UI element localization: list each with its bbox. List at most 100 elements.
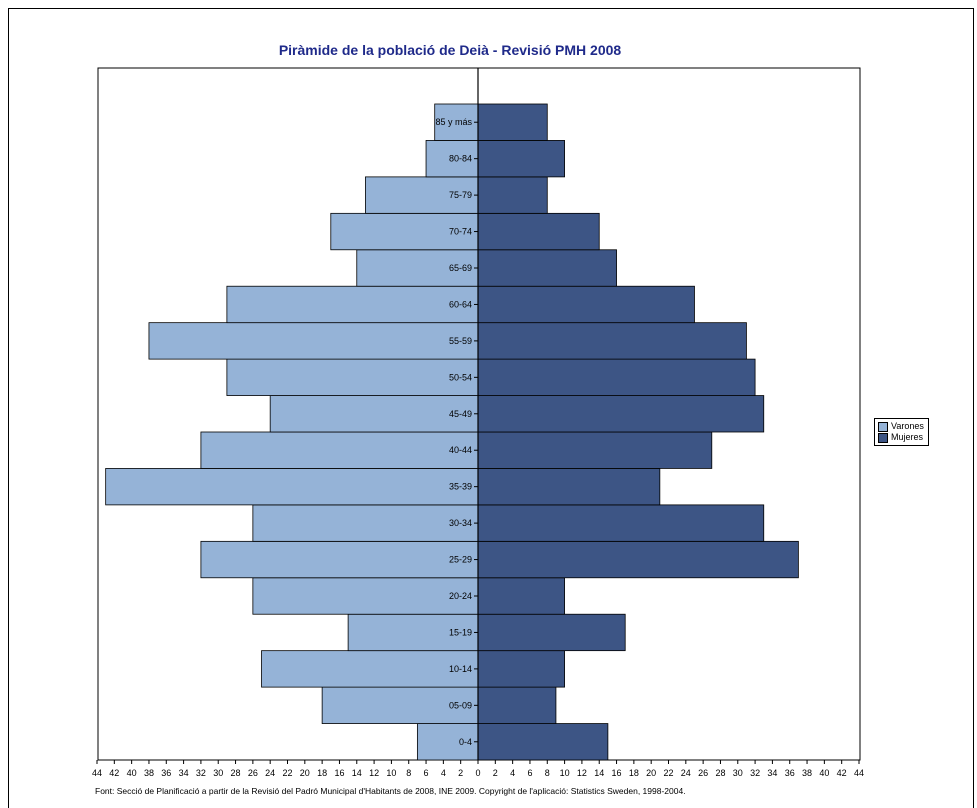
x-tick-label: 6 [424,768,429,778]
bar-varones-40-44 [201,432,478,468]
category-label: 70-74 [449,227,472,237]
bar-mujeres-65-69 [478,250,617,286]
category-label: 15-19 [449,627,472,637]
bar-varones-25-29 [201,541,478,577]
x-tick-label: 44 [92,768,102,778]
bar-mujeres-15-19 [478,614,625,650]
x-tick-label: 32 [750,768,760,778]
bar-mujeres-0-4 [478,724,608,760]
legend-swatch-varones [878,422,888,432]
x-tick-label: 10 [386,768,396,778]
x-tick-label: 42 [109,768,119,778]
category-label: 50-54 [449,372,472,382]
x-tick-label: 14 [594,768,604,778]
category-label: 40-44 [449,445,472,455]
x-tick-label: 36 [161,768,171,778]
x-tick-label: 14 [352,768,362,778]
bar-varones-55-59 [149,323,478,359]
bar-varones-50-54 [227,359,478,395]
x-tick-label: 32 [196,768,206,778]
x-tick-label: 20 [300,768,310,778]
x-tick-label: 0 [475,768,480,778]
legend-label-varones: Varones [891,421,924,432]
x-tick-label: 40 [127,768,137,778]
bar-mujeres-30-34 [478,505,764,541]
x-tick-label: 2 [493,768,498,778]
bar-mujeres-60-64 [478,286,694,322]
bar-varones-20-24 [253,578,478,614]
bar-varones-35-39 [106,468,478,504]
bar-mujeres-20-24 [478,578,565,614]
x-tick-label: 6 [527,768,532,778]
x-tick-label: 22 [282,768,292,778]
bar-mujeres-45-49 [478,396,764,432]
x-tick-label: 26 [248,768,258,778]
bar-mujeres-40-44 [478,432,712,468]
x-tick-label: 12 [369,768,379,778]
x-tick-label: 24 [265,768,275,778]
category-label: 10-14 [449,664,472,674]
bar-mujeres-05-09 [478,687,556,723]
x-tick-label: 2 [458,768,463,778]
x-tick-label: 34 [179,768,189,778]
category-label: 85 y más [435,117,472,127]
x-tick-label: 42 [837,768,847,778]
x-tick-label: 12 [577,768,587,778]
category-label: 35-39 [449,482,472,492]
bar-mujeres-80-84 [478,140,565,176]
bar-mujeres-50-54 [478,359,755,395]
legend-item-mujeres: Mujeres [878,432,924,443]
bar-varones-60-64 [227,286,478,322]
x-tick-label: 44 [854,768,864,778]
category-label: 45-49 [449,409,472,419]
bar-varones-30-34 [253,505,478,541]
x-tick-label: 34 [767,768,777,778]
bar-mujeres-55-59 [478,323,746,359]
x-tick-label: 20 [646,768,656,778]
x-tick-label: 10 [560,768,570,778]
x-tick-label: 38 [144,768,154,778]
category-label: 30-34 [449,518,472,528]
bar-varones-45-49 [270,396,478,432]
x-tick-label: 30 [213,768,223,778]
x-tick-label: 28 [715,768,725,778]
x-tick-label: 30 [733,768,743,778]
category-label: 65-69 [449,263,472,273]
category-label: 55-59 [449,336,472,346]
bar-mujeres-25-29 [478,541,798,577]
x-tick-label: 22 [663,768,673,778]
legend: Varones Mujeres [874,418,929,446]
x-tick-label: 24 [681,768,691,778]
x-tick-label: 36 [785,768,795,778]
bar-mujeres-35-39 [478,468,660,504]
category-label: 05-09 [449,700,472,710]
legend-label-mujeres: Mujeres [891,432,923,443]
bar-mujeres-85 y más [478,104,547,140]
source-note: Font: Secció de Planificació a partir de… [95,786,686,796]
bar-mujeres-10-14 [478,651,565,687]
legend-swatch-mujeres [878,433,888,443]
x-tick-label: 40 [819,768,829,778]
x-tick-label: 18 [317,768,327,778]
x-tick-label: 16 [612,768,622,778]
category-label: 25-29 [449,555,472,565]
bar-mujeres-75-79 [478,177,547,213]
category-label: 80-84 [449,154,472,164]
x-tick-label: 4 [510,768,515,778]
category-label: 60-64 [449,299,472,309]
category-label: 0-4 [459,737,472,747]
legend-item-varones: Varones [878,421,924,432]
category-label: 20-24 [449,591,472,601]
x-tick-label: 16 [334,768,344,778]
bar-mujeres-70-74 [478,213,599,249]
x-tick-label: 8 [406,768,411,778]
x-tick-label: 18 [629,768,639,778]
x-tick-label: 8 [545,768,550,778]
x-tick-label: 4 [441,768,446,778]
x-tick-label: 38 [802,768,812,778]
x-tick-label: 28 [231,768,241,778]
x-tick-label: 26 [698,768,708,778]
category-label: 75-79 [449,190,472,200]
bar-varones-10-14 [262,651,478,687]
